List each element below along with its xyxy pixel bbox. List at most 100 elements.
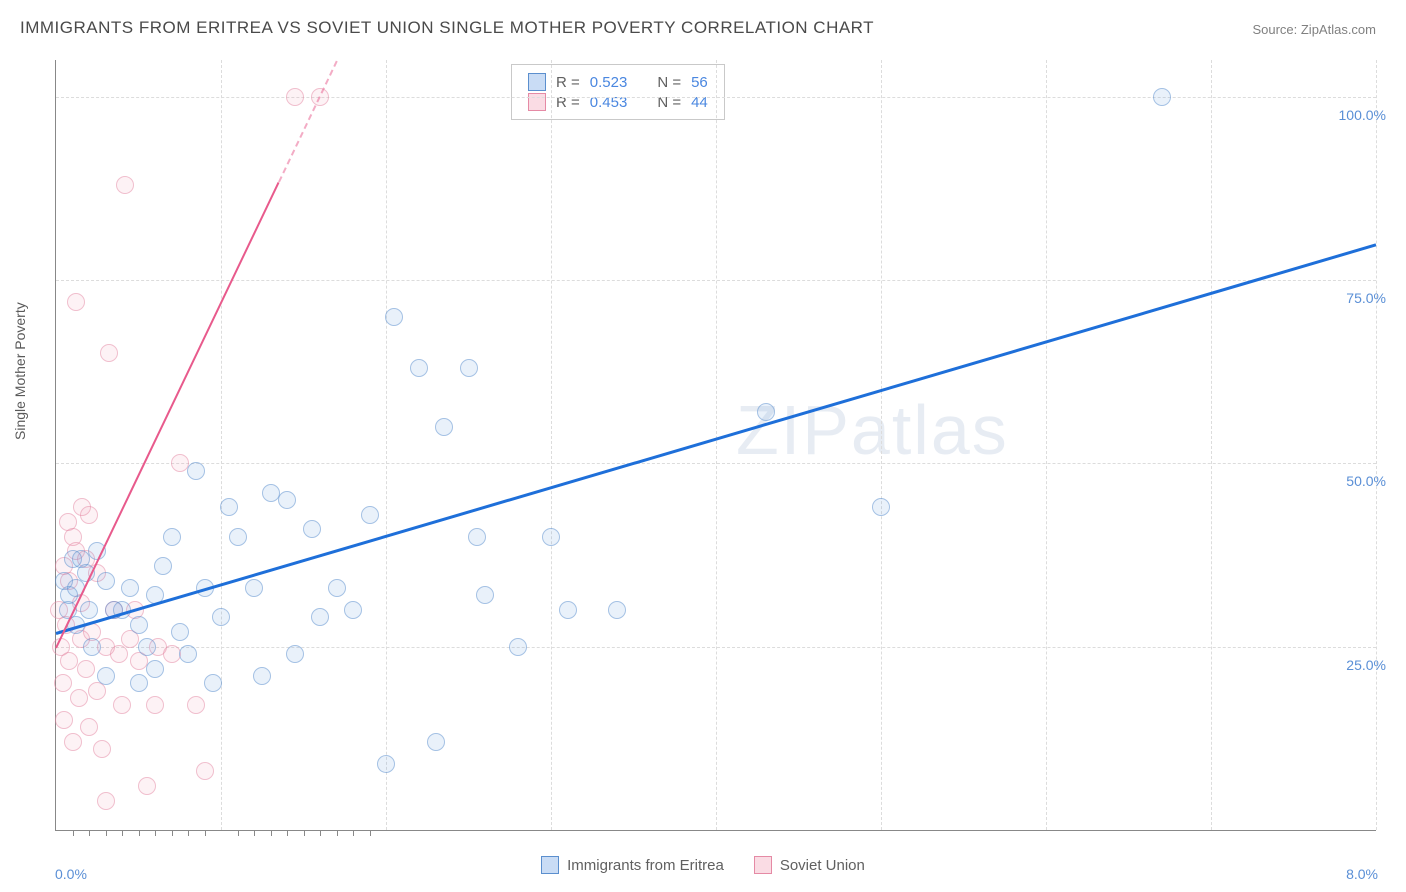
ytick-label: 75.0% xyxy=(1346,290,1386,306)
data-point-blue xyxy=(204,674,222,692)
data-point-pink xyxy=(110,645,128,663)
data-point-pink xyxy=(97,792,115,810)
data-point-blue xyxy=(171,623,189,641)
data-point-blue xyxy=(245,579,263,597)
source-link[interactable]: ZipAtlas.com xyxy=(1301,22,1376,37)
xtick-minor xyxy=(73,830,74,836)
source-label: Source: ZipAtlas.com xyxy=(1252,22,1376,37)
data-point-pink xyxy=(55,711,73,729)
gridline-v xyxy=(551,60,552,830)
xtick-minor xyxy=(122,830,123,836)
data-point-blue xyxy=(344,601,362,619)
xtick-minor xyxy=(320,830,321,836)
data-point-blue xyxy=(220,498,238,516)
ytick-label: 50.0% xyxy=(1346,473,1386,489)
xtick-minor xyxy=(238,830,239,836)
data-point-pink xyxy=(196,762,214,780)
xtick-minor xyxy=(205,830,206,836)
chart-title: IMMIGRANTS FROM ERITREA VS SOVIET UNION … xyxy=(20,18,874,38)
data-point-blue xyxy=(608,601,626,619)
data-point-blue xyxy=(435,418,453,436)
xtick-minor xyxy=(188,830,189,836)
data-point-pink xyxy=(146,696,164,714)
data-point-pink xyxy=(116,176,134,194)
trend-line xyxy=(278,61,338,183)
data-point-blue xyxy=(154,557,172,575)
data-point-blue xyxy=(328,579,346,597)
xtick-minor xyxy=(172,830,173,836)
legend-item-blue: Immigrants from Eritrea xyxy=(541,856,724,874)
gridline-v xyxy=(716,60,717,830)
data-point-pink xyxy=(286,88,304,106)
data-point-blue xyxy=(130,616,148,634)
data-point-blue xyxy=(509,638,527,656)
data-point-blue xyxy=(460,359,478,377)
data-point-blue xyxy=(377,755,395,773)
data-point-blue xyxy=(80,601,98,619)
legend-label-pink: Soviet Union xyxy=(780,857,865,874)
data-point-blue xyxy=(303,520,321,538)
data-point-blue xyxy=(427,733,445,751)
data-point-blue xyxy=(60,586,78,604)
swatch-blue-icon xyxy=(541,856,559,874)
data-point-blue xyxy=(121,579,139,597)
data-point-pink xyxy=(100,344,118,362)
xtick-label: 8.0% xyxy=(1346,866,1378,882)
xtick-minor xyxy=(287,830,288,836)
data-point-blue xyxy=(83,638,101,656)
r-value-blue: 0.523 xyxy=(590,74,628,91)
data-point-pink xyxy=(187,696,205,714)
data-point-blue xyxy=(1153,88,1171,106)
data-point-pink xyxy=(80,718,98,736)
xtick-minor xyxy=(370,830,371,836)
legend: Immigrants from Eritrea Soviet Union xyxy=(0,856,1406,874)
data-point-blue xyxy=(410,359,428,377)
xtick-minor xyxy=(271,830,272,836)
data-point-blue xyxy=(757,403,775,421)
gridline-v xyxy=(1376,60,1377,830)
xtick-minor xyxy=(337,830,338,836)
data-point-blue xyxy=(361,506,379,524)
ytick-label: 25.0% xyxy=(1346,657,1386,673)
ytick-label: 100.0% xyxy=(1339,107,1386,123)
stats-row-blue: R = 0.523 N = 56 xyxy=(528,73,708,91)
data-point-blue xyxy=(179,645,197,663)
data-point-pink xyxy=(54,674,72,692)
xtick-minor xyxy=(139,830,140,836)
xtick-minor xyxy=(106,830,107,836)
data-point-blue xyxy=(262,484,280,502)
watermark: ZIPatlas xyxy=(736,390,1009,470)
data-point-blue xyxy=(253,667,271,685)
data-point-blue xyxy=(72,550,90,568)
data-point-blue xyxy=(138,638,156,656)
xtick-minor xyxy=(89,830,90,836)
gridline-v xyxy=(881,60,882,830)
data-point-blue xyxy=(130,674,148,692)
data-point-blue xyxy=(229,528,247,546)
xtick-minor xyxy=(155,830,156,836)
n-value-blue: 56 xyxy=(691,74,708,91)
data-point-blue xyxy=(278,491,296,509)
gridline-v xyxy=(1211,60,1212,830)
data-point-pink xyxy=(67,293,85,311)
data-point-pink xyxy=(138,777,156,795)
data-point-pink xyxy=(60,652,78,670)
data-point-blue xyxy=(97,667,115,685)
data-point-pink xyxy=(80,506,98,524)
data-point-blue xyxy=(187,462,205,480)
data-point-pink xyxy=(163,645,181,663)
data-point-blue xyxy=(559,601,577,619)
data-point-blue xyxy=(97,572,115,590)
data-point-blue xyxy=(286,645,304,663)
gridline-v xyxy=(1046,60,1047,830)
data-point-blue xyxy=(872,498,890,516)
data-point-pink xyxy=(70,689,88,707)
legend-label-blue: Immigrants from Eritrea xyxy=(567,857,724,874)
data-point-blue xyxy=(146,660,164,678)
xtick-label: 0.0% xyxy=(55,866,87,882)
data-point-blue xyxy=(163,528,181,546)
gridline-v xyxy=(386,60,387,830)
data-point-blue xyxy=(468,528,486,546)
legend-item-pink: Soviet Union xyxy=(754,856,865,874)
gridline-v xyxy=(221,60,222,830)
